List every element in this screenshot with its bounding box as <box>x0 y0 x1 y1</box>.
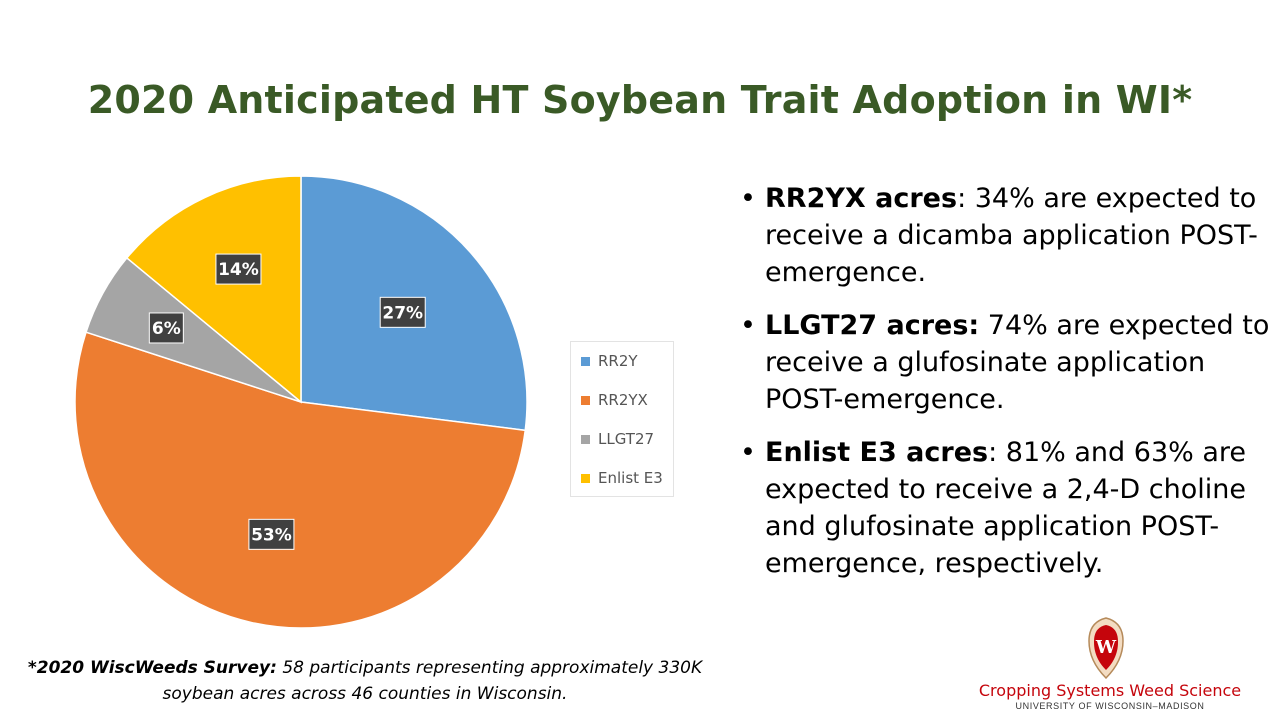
data-label-box <box>379 296 426 328</box>
bullet-lead: Enlist E3 acres <box>765 437 989 468</box>
data-label-rr2yx: 53% <box>248 518 295 550</box>
bullet-text: : 34% are expected to receive a dicamba … <box>765 183 1258 288</box>
pie-chart: 27% 53% 6% 14% <box>74 175 528 629</box>
legend-label: RR2Y <box>598 352 638 370</box>
bullet-item-enlist-e3: • Enlist E3 acres: 81% and 63% are expec… <box>740 434 1270 582</box>
data-label-rr2y: 27% <box>379 296 426 328</box>
bullet-item-rr2yx: • RR2YX acres: 34% are expected to recei… <box>740 180 1270 291</box>
bullet-marker: • <box>740 310 756 341</box>
data-label-text: 6% <box>152 319 181 339</box>
bullet-marker: • <box>740 437 756 468</box>
bullet-list: • RR2YX acres: 34% are expected to recei… <box>740 180 1270 598</box>
data-label-enlist-e3: 14% <box>215 253 262 285</box>
data-label-text: 27% <box>382 303 423 323</box>
data-label-text: 53% <box>251 525 292 545</box>
legend-label: Enlist E3 <box>598 469 663 487</box>
brand-subtitle: UNIVERSITY OF WISCONSIN–MADISON <box>1015 701 1205 711</box>
crest-letter: W <box>1095 637 1117 658</box>
legend-swatch <box>581 473 590 483</box>
bullet-text: : 81% and 63% are expected to receive a … <box>765 437 1247 579</box>
legend-item-rr2yx: RR2YX <box>581 390 648 410</box>
brand-name: Cropping Systems Weed Science <box>978 681 1242 700</box>
data-label-text: 14% <box>218 260 259 280</box>
legend-item-llgt27: LLGT27 <box>581 429 654 449</box>
legend-label: RR2YX <box>598 391 648 409</box>
uw-crest-icon: W <box>1088 617 1124 679</box>
chart-legend: RR2Y RR2YX LLGT27 Enlist E3 <box>570 341 674 497</box>
pie-chart-area: 27% 53% 6% 14% <box>40 168 690 638</box>
pie-slice-enlist-e3 <box>125 175 302 404</box>
legend-swatch <box>581 356 590 366</box>
data-label-box <box>215 253 262 285</box>
legend-item-rr2y: RR2Y <box>581 351 638 371</box>
bullet-item-llgt27: • LLGT27 acres: 74% are expected to rece… <box>740 307 1270 418</box>
survey-footnote: *2020 WiscWeeds Survey: 58 participants … <box>20 655 710 707</box>
legend-swatch <box>581 434 590 444</box>
footnote-lead: *2020 WiscWeeds Survey: <box>27 658 277 678</box>
bullet-marker: • <box>740 183 756 214</box>
legend-swatch <box>581 395 590 405</box>
footnote-text: 58 participants representing approximate… <box>162 658 703 704</box>
data-label-box <box>148 312 184 344</box>
slide-title: 2020 Anticipated HT Soybean Trait Adopti… <box>87 78 1193 122</box>
legend-label: LLGT27 <box>598 430 655 448</box>
pie-slice-rr2yx <box>74 331 527 629</box>
data-label-llgt27: 6% <box>148 312 184 344</box>
data-label-box <box>248 518 295 550</box>
bullet-lead: LLGT27 acres: <box>765 310 980 341</box>
bullet-lead: RR2YX acres <box>765 183 958 214</box>
bullet-text: 74% are expected to receive a glufosinat… <box>765 310 1270 415</box>
legend-item-enlist-e3: Enlist E3 <box>581 468 663 488</box>
